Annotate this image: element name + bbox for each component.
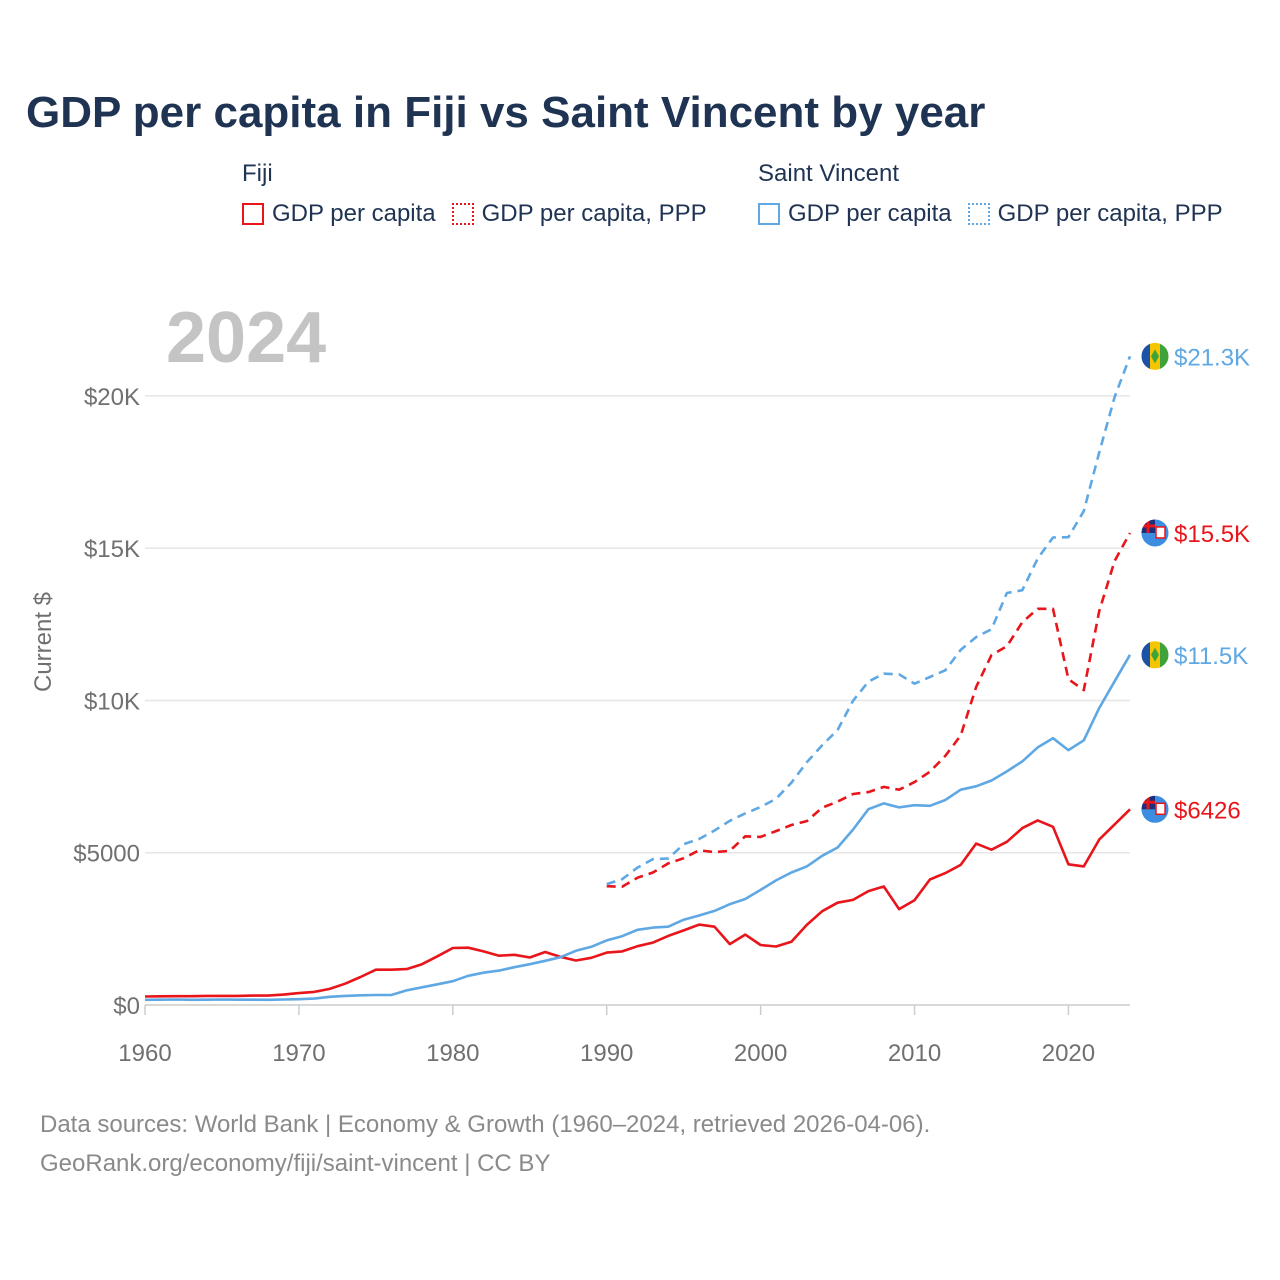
source-line-1: Data sources: World Bank | Economy & Gro… <box>40 1111 931 1138</box>
chart-title: GDP per capita in Fiji vs Saint Vincent … <box>26 88 986 137</box>
x-tick-label: 1970 <box>272 1040 325 1067</box>
end-label-fiji-ppp: $15.5K <box>1174 521 1250 548</box>
legend-label-fiji-gdp: GDP per capita <box>272 200 436 227</box>
y-tick-label: $20K <box>84 384 140 411</box>
saint-vincent-flag-icon <box>1140 640 1170 670</box>
series-lines <box>144 355 1132 1002</box>
legend-fiji: Fiji GDP per capita GDP per capita, PPP <box>242 160 723 228</box>
gridlines <box>145 395 1130 1006</box>
saint-vincent-flag-icon <box>1140 341 1170 371</box>
fiji-flag-icon <box>1140 518 1170 548</box>
x-tick-label: 2020 <box>1042 1040 1095 1067</box>
y-tick-label: $15K <box>84 536 140 563</box>
legend-saint-vincent: Saint Vincent GDP per capita GDP per cap… <box>758 160 1239 228</box>
series-line-sv-gdp[interactable] <box>144 654 1132 1002</box>
x-tick-label: 2000 <box>734 1040 787 1067</box>
legend-swatch-sv-solid <box>758 203 780 225</box>
legend-item-fiji-gdp[interactable]: GDP per capita <box>242 200 436 228</box>
legend-swatch-sv-dotted <box>967 203 990 225</box>
legend-item-fiji-ppp[interactable]: GDP per capita, PPP <box>451 200 707 228</box>
end-label-sv-gdp: $11.5K <box>1174 643 1248 670</box>
y-tick-label: $5000 <box>73 841 140 868</box>
legend-swatch-fiji-dotted <box>451 203 474 225</box>
source-line-2[interactable]: GeoRank.org/economy/fiji/saint-vincent |… <box>40 1150 551 1177</box>
x-tick-label: 2010 <box>888 1040 941 1067</box>
series-line-fiji-ppp[interactable] <box>606 532 1132 889</box>
legend-fiji-heading: Fiji <box>242 160 273 187</box>
legend-item-sv-ppp[interactable]: GDP per capita, PPP <box>967 200 1223 228</box>
fiji-flag-icon <box>1140 794 1170 824</box>
y-tick-label: $10K <box>84 688 140 715</box>
legend-sv-heading: Saint Vincent <box>758 160 899 187</box>
x-tick-label: 1990 <box>580 1040 633 1067</box>
legend-label-fiji-ppp: GDP per capita, PPP <box>481 200 707 227</box>
current-year-label: 2024 <box>166 298 326 378</box>
y-axis-ticks: $0 $5000 $10K $15K $20K <box>73 384 140 1020</box>
end-label-fiji-gdp: $6426 <box>1174 797 1241 824</box>
legend-label-sv-gdp: GDP per capita <box>788 200 952 227</box>
source-note: Data sources: World Bank | Economy & Gro… <box>40 1105 930 1183</box>
series-end-labels: $6426 $15.5K $11.5K $21.3K <box>1140 341 1250 824</box>
x-tick-label: 1960 <box>118 1040 171 1067</box>
x-tick-label: 1980 <box>426 1040 479 1067</box>
y-axis-title: Current $ <box>30 592 57 692</box>
legend-item-sv-gdp[interactable]: GDP per capita <box>758 200 952 228</box>
series-line-fiji-gdp[interactable] <box>144 808 1131 998</box>
legend-label-sv-ppp: GDP per capita, PPP <box>997 200 1223 227</box>
legend-swatch-fiji-solid <box>242 203 264 225</box>
y-tick-label: $0 <box>113 993 140 1020</box>
series-line-sv-ppp[interactable] <box>606 355 1132 886</box>
end-label-sv-ppp: $21.3K <box>1174 344 1250 371</box>
x-axis-ticks: 1960 1970 1980 1990 2000 2010 2020 <box>118 1005 1095 1067</box>
